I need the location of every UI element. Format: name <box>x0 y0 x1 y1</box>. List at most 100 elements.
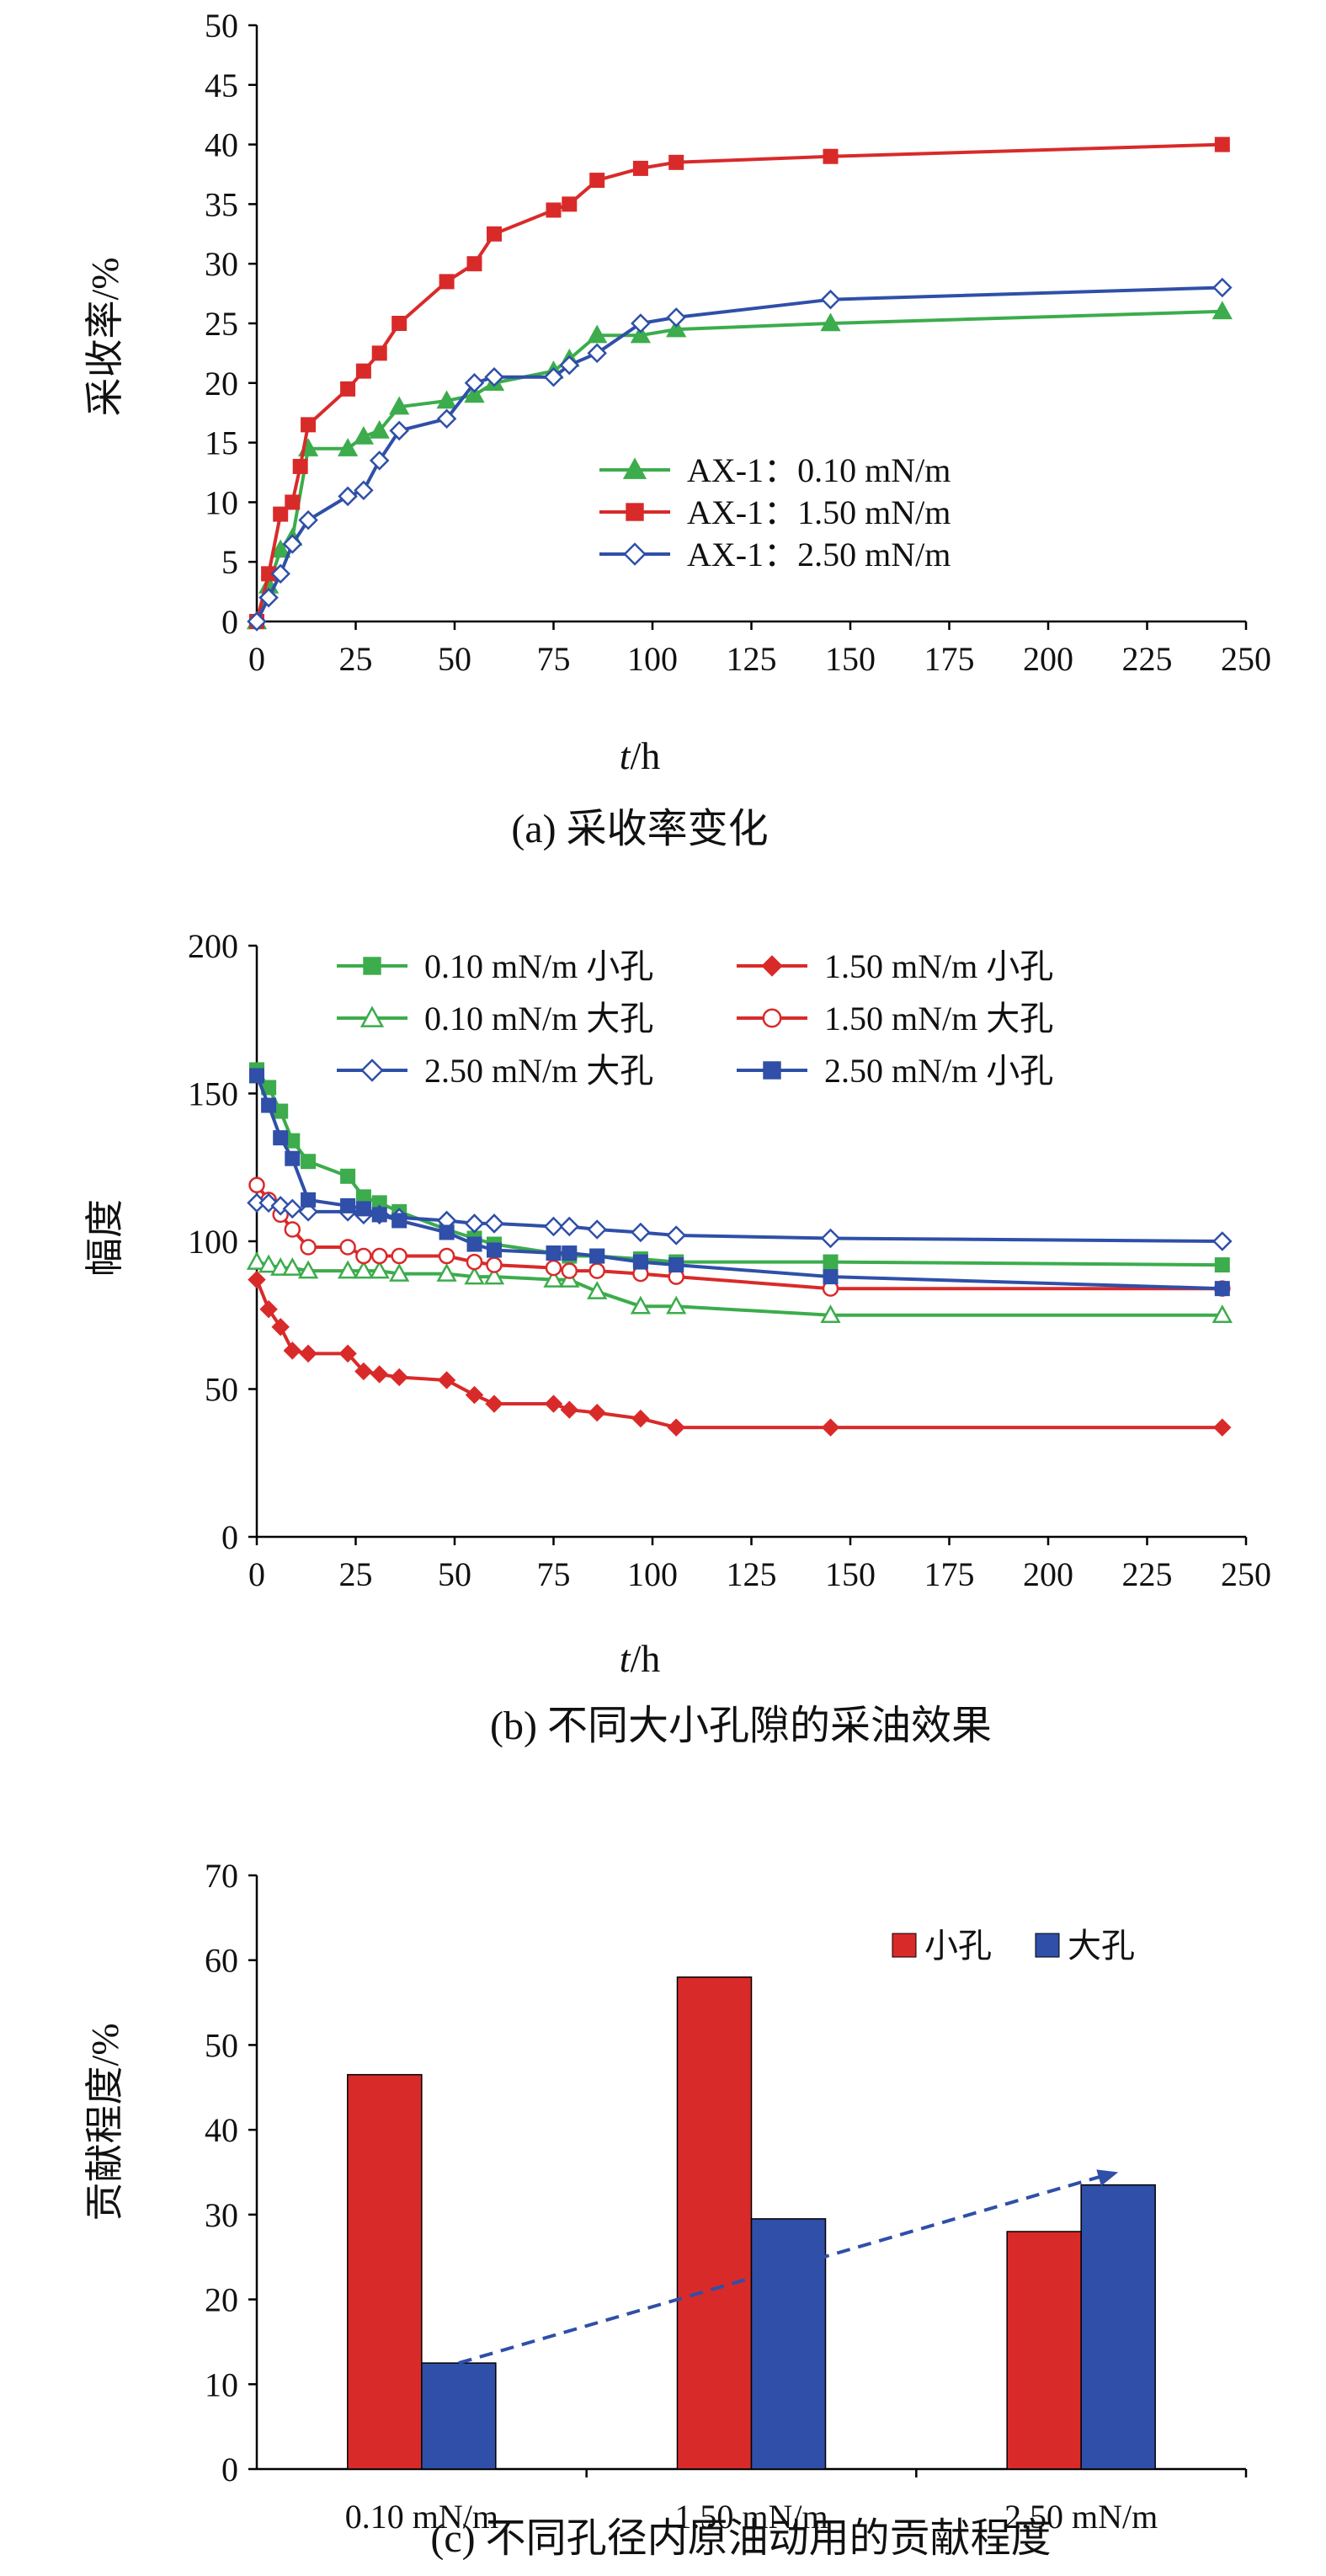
data-point <box>487 1242 502 1258</box>
data-point <box>354 480 374 501</box>
data-point <box>439 1224 455 1240</box>
x-tick-label: 200 <box>1023 1555 1073 1593</box>
data-point <box>543 366 564 387</box>
data-point <box>587 1219 607 1240</box>
data-point <box>668 154 684 170</box>
x-tick-label: 225 <box>1122 1555 1173 1593</box>
y-tick-label: 200 <box>188 927 238 965</box>
bar <box>676 1976 753 2470</box>
legend-marker <box>359 1005 385 1027</box>
bar <box>421 2362 497 2470</box>
data-point <box>562 196 578 212</box>
data-point <box>666 1295 687 1315</box>
data-point <box>820 312 841 332</box>
y-tick-label: 150 <box>188 1075 238 1113</box>
data-point <box>338 486 358 507</box>
chart-c-ylabel: 贡献程度/% <box>83 2023 126 2221</box>
data-point <box>355 1247 372 1265</box>
x-tick-label: 250 <box>1221 640 1271 678</box>
data-point <box>1214 136 1230 152</box>
legend-marker <box>626 503 644 521</box>
y-tick-label: 45 <box>205 67 238 104</box>
legend-swatch <box>892 1933 917 1958</box>
data-point <box>301 1192 317 1208</box>
data-point <box>337 1260 359 1279</box>
x-tick-label: 125 <box>727 640 777 678</box>
data-point <box>464 1213 485 1234</box>
data-point <box>258 587 279 608</box>
data-point <box>391 1247 407 1265</box>
data-point <box>391 316 407 331</box>
data-point <box>353 425 375 445</box>
data-point <box>464 384 485 403</box>
data-point <box>483 1266 505 1285</box>
data-point <box>559 355 580 376</box>
data-point <box>485 1395 503 1413</box>
data-point <box>369 1260 390 1279</box>
x-tick-label: 150 <box>825 640 876 678</box>
y-tick-label: 40 <box>205 2111 238 2149</box>
chart-b-plot-area <box>248 944 1248 1545</box>
legend-label: 2.50 mN/m 小孔 <box>824 1052 1053 1090</box>
data-point <box>631 313 651 333</box>
chart-c-legend: 小孔 大孔 <box>892 1927 1135 1965</box>
legend-label: 大孔 <box>1068 1927 1135 1965</box>
legend-label: 1.50 mN/m 大孔 <box>824 1000 1053 1037</box>
bar <box>1080 2184 1156 2470</box>
data-point <box>560 1400 579 1419</box>
data-point <box>1212 277 1233 298</box>
data-point <box>340 1197 356 1213</box>
legend-label: 0.10 mN/m 小孔 <box>424 947 653 985</box>
data-point <box>284 1221 301 1238</box>
x-tick-label: 50 <box>438 1555 471 1593</box>
data-point <box>667 1418 685 1437</box>
data-point <box>588 1403 606 1422</box>
data-point <box>1212 301 1233 320</box>
data-point <box>389 420 409 441</box>
data-point <box>369 419 390 439</box>
data-point <box>282 534 303 554</box>
data-point <box>390 1368 408 1387</box>
data-point <box>631 1222 651 1243</box>
data-point <box>437 1371 456 1389</box>
data-point <box>438 1247 455 1265</box>
y-tick-label: 5 <box>221 543 238 581</box>
chart-c-contribution: 0 10 20 30 40 50 60 70 0.10 mN/m 1.50 mN/m 2.50 mN… <box>83 1857 1248 2561</box>
data-point <box>632 1254 648 1270</box>
legend-label: 小孔 <box>924 1927 992 1965</box>
data-point <box>259 1300 278 1319</box>
data-point <box>285 494 301 510</box>
bar <box>347 2073 423 2470</box>
chart-b-legend: 0.10 mN/m 小孔 1.50 mN/m 小孔 0.10 mN/m 大孔 1.50… <box>337 947 1053 1090</box>
data-point <box>297 1260 319 1279</box>
data-point <box>270 1257 291 1276</box>
y-tick-label: 40 <box>205 126 238 164</box>
chart-a-recovery-rate: 0 5 10 15 20 25 30 35 40 45 50 0 25 50 75 100 125 150 175 2… <box>83 7 1271 851</box>
data-point <box>247 611 267 632</box>
y-tick-label: 10 <box>205 483 238 521</box>
data-point <box>588 1262 605 1279</box>
legend-label: 1.50 mN/m 小孔 <box>824 947 1053 985</box>
data-point <box>544 1395 563 1413</box>
bar <box>750 2218 827 2470</box>
data-point <box>587 1281 608 1299</box>
data-point <box>389 396 410 415</box>
data-point <box>587 343 607 364</box>
bar <box>1006 2231 1082 2470</box>
legend-label: AX-1：0.10 mN/m <box>687 451 951 489</box>
data-point <box>258 1254 280 1273</box>
data-point <box>1212 1304 1233 1323</box>
data-point <box>246 1251 268 1270</box>
data-point <box>270 539 291 558</box>
y-tick-label: 100 <box>188 1223 238 1261</box>
legend-marker <box>762 1008 782 1028</box>
y-tick-label: 70 <box>205 1857 238 1895</box>
legend-marker <box>363 957 381 975</box>
data-point <box>298 1202 318 1222</box>
trend-arrow-head <box>1096 2169 1119 2186</box>
data-point <box>464 373 485 393</box>
data-point <box>543 1216 564 1237</box>
data-point <box>543 1269 564 1288</box>
chart-a-xlabel: t/h <box>620 734 661 777</box>
